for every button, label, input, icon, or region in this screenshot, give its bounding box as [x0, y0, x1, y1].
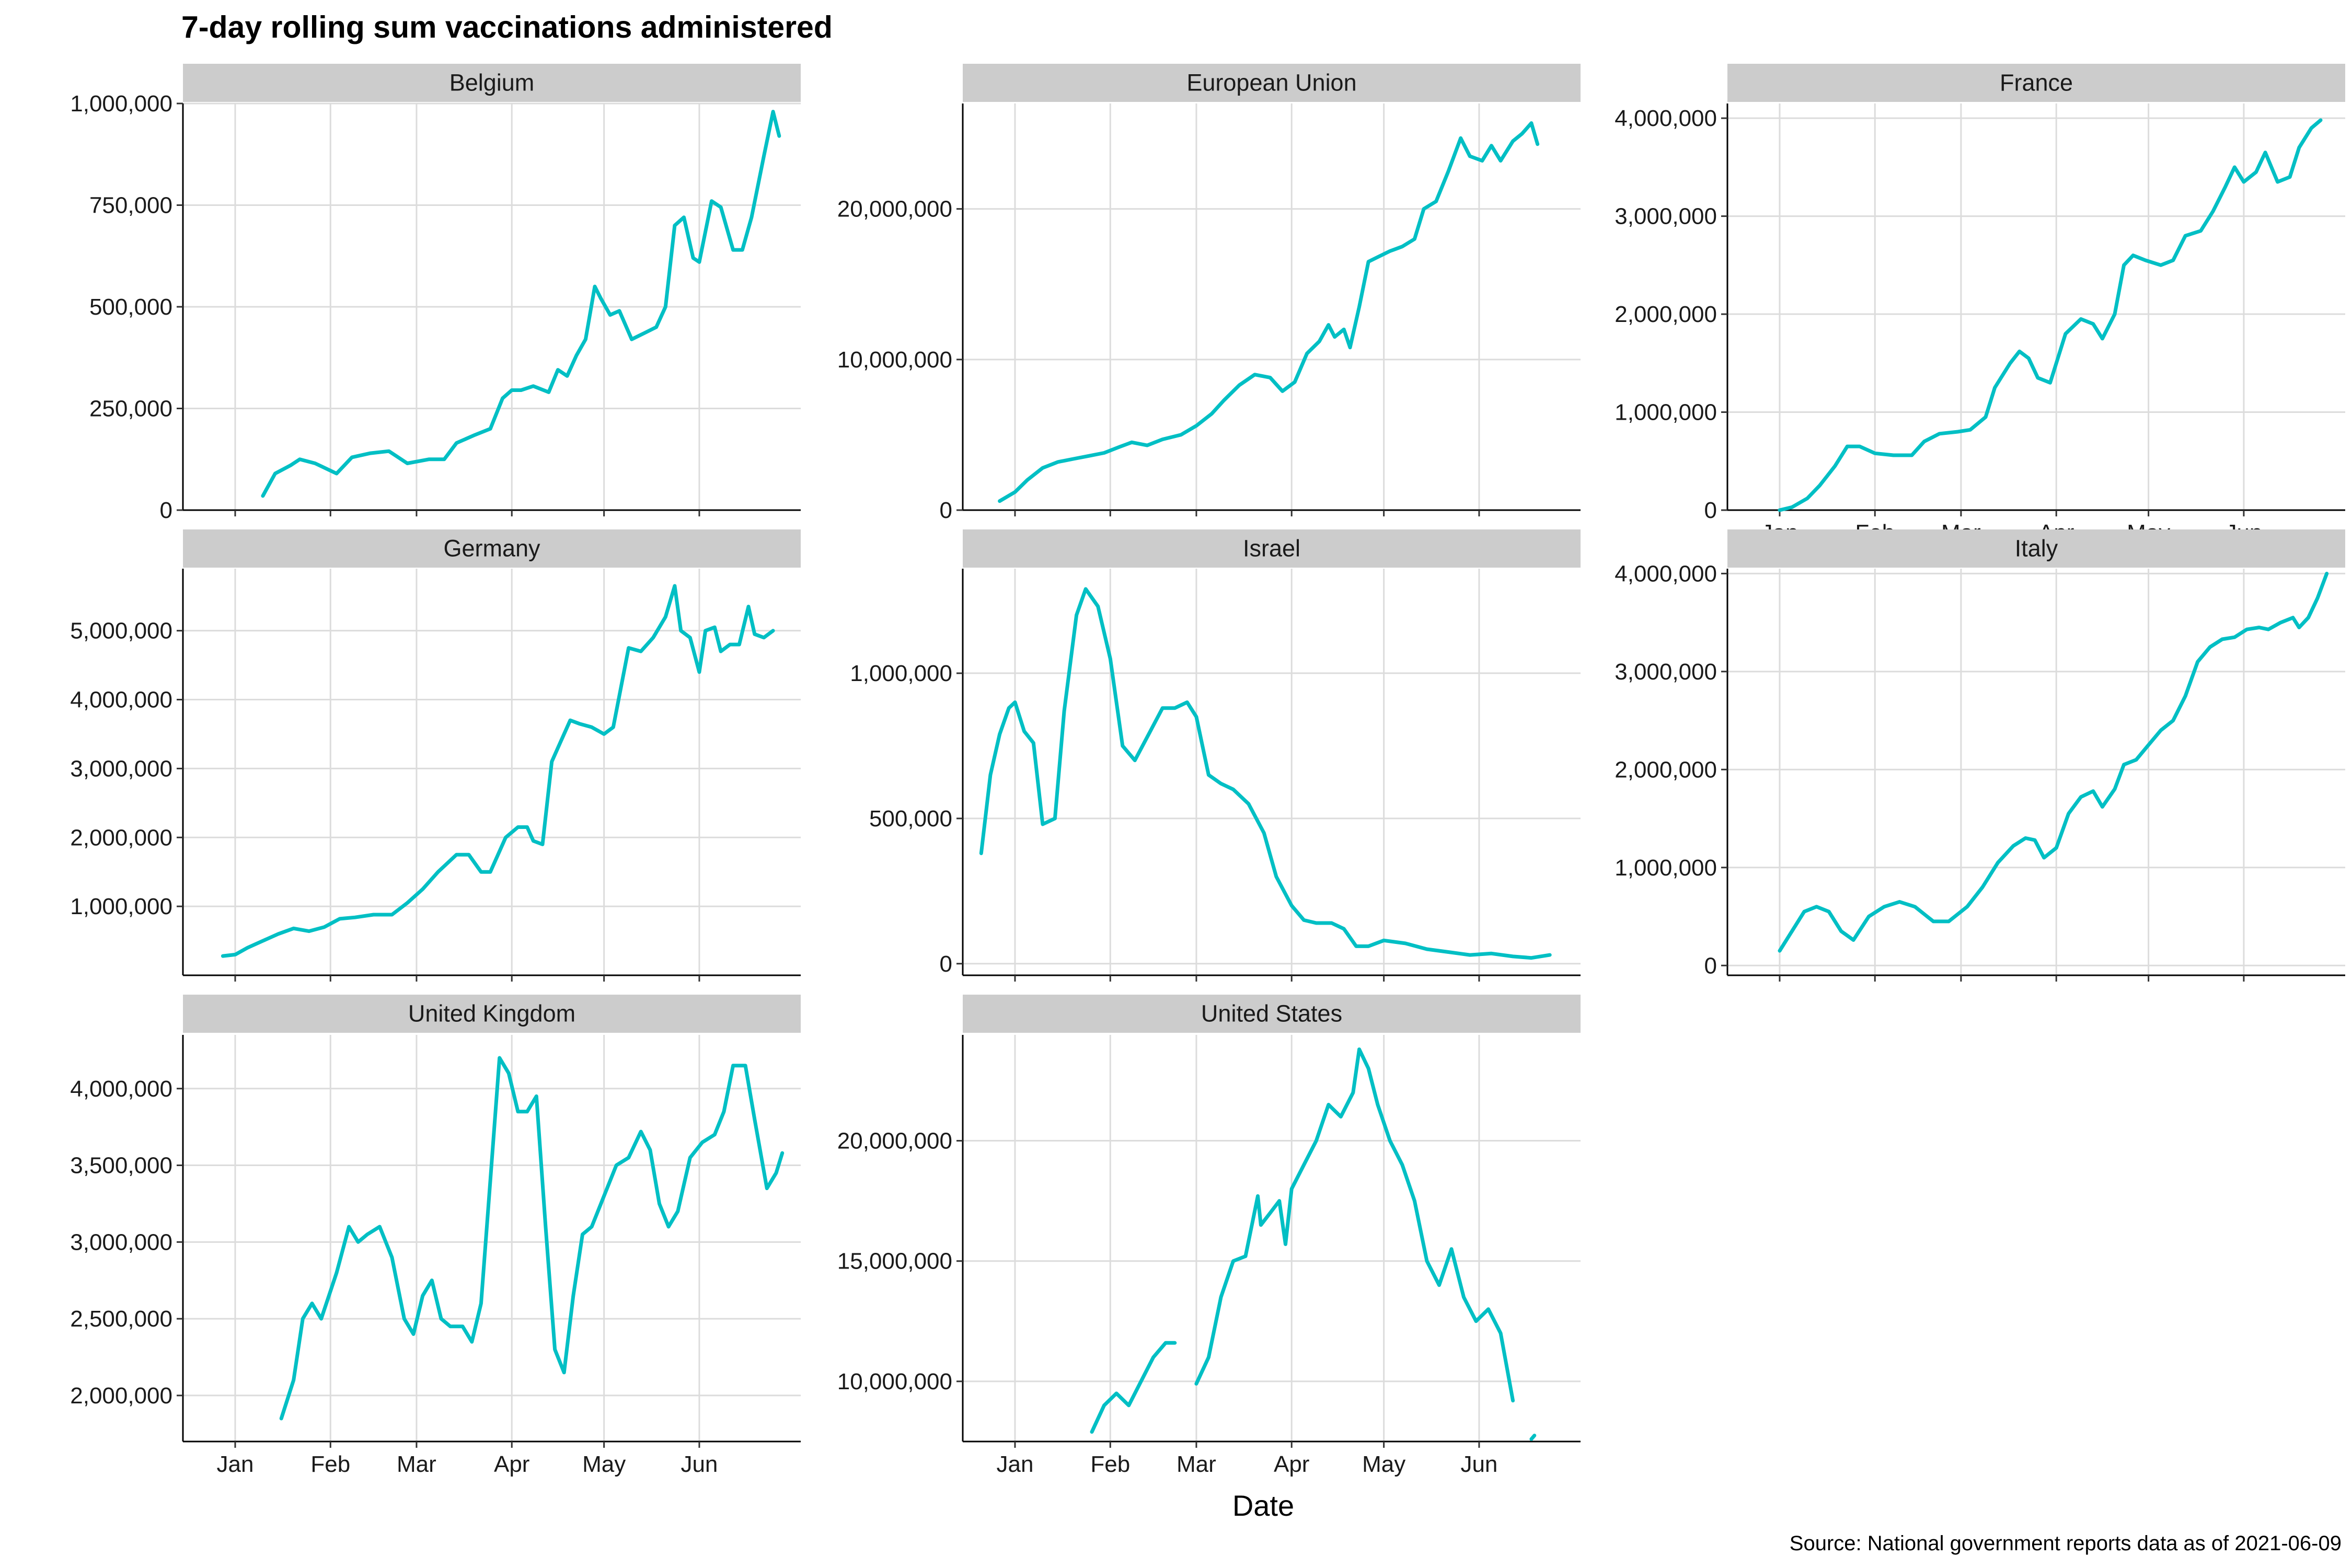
facet-label: United Kingdom [408, 1000, 575, 1027]
y-tick-label: 20,000,000 [837, 1128, 952, 1154]
y-tick-label: 500,000 [89, 294, 172, 320]
series-line-european-union [998, 121, 1540, 503]
y-tick-label: 1,000,000 [1615, 855, 1717, 881]
y-tick-label: 0 [1704, 498, 1717, 523]
series-line-israel [979, 587, 1552, 960]
series-line-united-states [1194, 1047, 1515, 1403]
y-tick-label: 0 [940, 951, 952, 977]
y-tick-label: 1,000,000 [850, 661, 952, 686]
series-line-italy [1778, 571, 2329, 953]
x-tick-label: May [1362, 1451, 1405, 1477]
x-tick-label: May [582, 1451, 626, 1477]
series-line-germany [221, 584, 775, 958]
series-line-united-states [1090, 1341, 1177, 1434]
series-line-belgium [261, 110, 781, 498]
y-tick-label: 3,500,000 [70, 1153, 172, 1179]
x-tick-label: Apr [494, 1451, 529, 1477]
x-tick-label: Jun [1460, 1451, 1497, 1477]
panel-germany: Germany 1,000,000 2,000,000 3,000,000 4,000,… [70, 529, 801, 982]
y-tick-label: 3,000,000 [70, 756, 172, 781]
facet-strip [963, 995, 1581, 1033]
y-tick-label: 0 [940, 498, 952, 523]
facet-label: United States [1201, 1000, 1342, 1027]
facet-strip [963, 64, 1581, 102]
y-tick-label: 2,000,000 [1615, 757, 1717, 782]
panel-italy: Italy 0 1,000,000 2,000,000 3,000,000 4,000,0… [1615, 529, 2345, 982]
facet-label: European Union [1186, 70, 1356, 96]
y-tick-label: 2,500,000 [70, 1306, 172, 1332]
facet-strip [1727, 64, 2345, 102]
y-tick-label: 15,000,000 [837, 1249, 952, 1274]
panels-layer: Belgium 0 250,000 500,000 750,000 1,000,000 Eu… [70, 64, 2345, 1477]
x-tick-label: Feb [310, 1451, 350, 1477]
facet-label: Belgium [449, 70, 535, 96]
y-tick-label: 10,000,000 [837, 347, 952, 373]
facet-strip [963, 529, 1581, 568]
series-line-united-states [1529, 1434, 1537, 1441]
y-tick-label: 2,000,000 [1615, 302, 1717, 327]
y-tick-label: 0 [1704, 953, 1717, 978]
x-tick-label: Mar [397, 1451, 436, 1477]
facet-label: Israel [1243, 535, 1300, 562]
x-tick-label: Feb [1090, 1451, 1130, 1477]
y-tick-label: 250,000 [89, 396, 172, 422]
series-line-france [1778, 118, 2323, 512]
y-tick-label: 4,000,000 [1615, 561, 1717, 586]
x-tick-label: Apr [1274, 1451, 1309, 1477]
y-tick-label: 10,000,000 [837, 1369, 952, 1394]
y-tick-label: 3,000,000 [1615, 659, 1717, 685]
y-tick-label: 750,000 [89, 193, 172, 218]
x-tick-label: Mar [1177, 1451, 1216, 1477]
facet-label: Italy [2015, 535, 2058, 562]
facet-strip [183, 995, 801, 1033]
chart-title: 7-day rolling sum vaccinations administe… [181, 10, 833, 44]
y-tick-label: 5,000,000 [70, 618, 172, 644]
y-tick-label: 1,000,000 [70, 894, 172, 919]
panel-israel: Israel 0 500,000 1,000,000 [850, 529, 1581, 982]
y-tick-label: 1,000,000 [70, 91, 172, 117]
y-tick-label: 500,000 [869, 806, 952, 832]
y-tick-label: 4,000,000 [70, 1076, 172, 1102]
y-tick-label: 3,000,000 [70, 1229, 172, 1255]
panel-united-states: United States 10,000,000 15,000,000 20,000,… [837, 995, 1581, 1477]
y-tick-label: 2,000,000 [70, 825, 172, 850]
panel-france: France 0 1,000,000 2,000,000 3,000,000 4,000,… [1615, 64, 2345, 546]
facet-label: Germany [443, 535, 540, 562]
facet-strip [1727, 529, 2345, 568]
y-tick-label: 3,000,000 [1615, 204, 1717, 229]
y-tick-label: 0 [160, 498, 172, 523]
y-tick-label: 4,000,000 [70, 687, 172, 713]
series-line-united-kingdom [279, 1056, 785, 1421]
facet-strip [183, 64, 801, 102]
y-tick-label: 1,000,000 [1615, 400, 1717, 425]
x-tick-label: Jan [996, 1451, 1033, 1477]
x-axis-title: Date [1232, 1489, 1294, 1522]
facet-strip [183, 529, 801, 568]
y-tick-label: 2,000,000 [70, 1383, 172, 1409]
y-tick-label: 4,000,000 [1615, 106, 1717, 131]
panel-european-union: European Union 0 10,000,000 20,000,000 [837, 64, 1581, 523]
panel-united-kingdom: United Kingdom 2,000,000 2,500,000 3,000,00… [70, 995, 801, 1477]
y-tick-label: 20,000,000 [837, 197, 952, 222]
facet-label: France [2000, 70, 2073, 96]
panel-belgium: Belgium 0 250,000 500,000 750,000 1,000,000 [70, 64, 801, 523]
x-tick-label: Jan [216, 1451, 253, 1477]
source-caption: Source: National government reports data… [1790, 1532, 2342, 1555]
x-tick-label: Jun [681, 1451, 718, 1477]
